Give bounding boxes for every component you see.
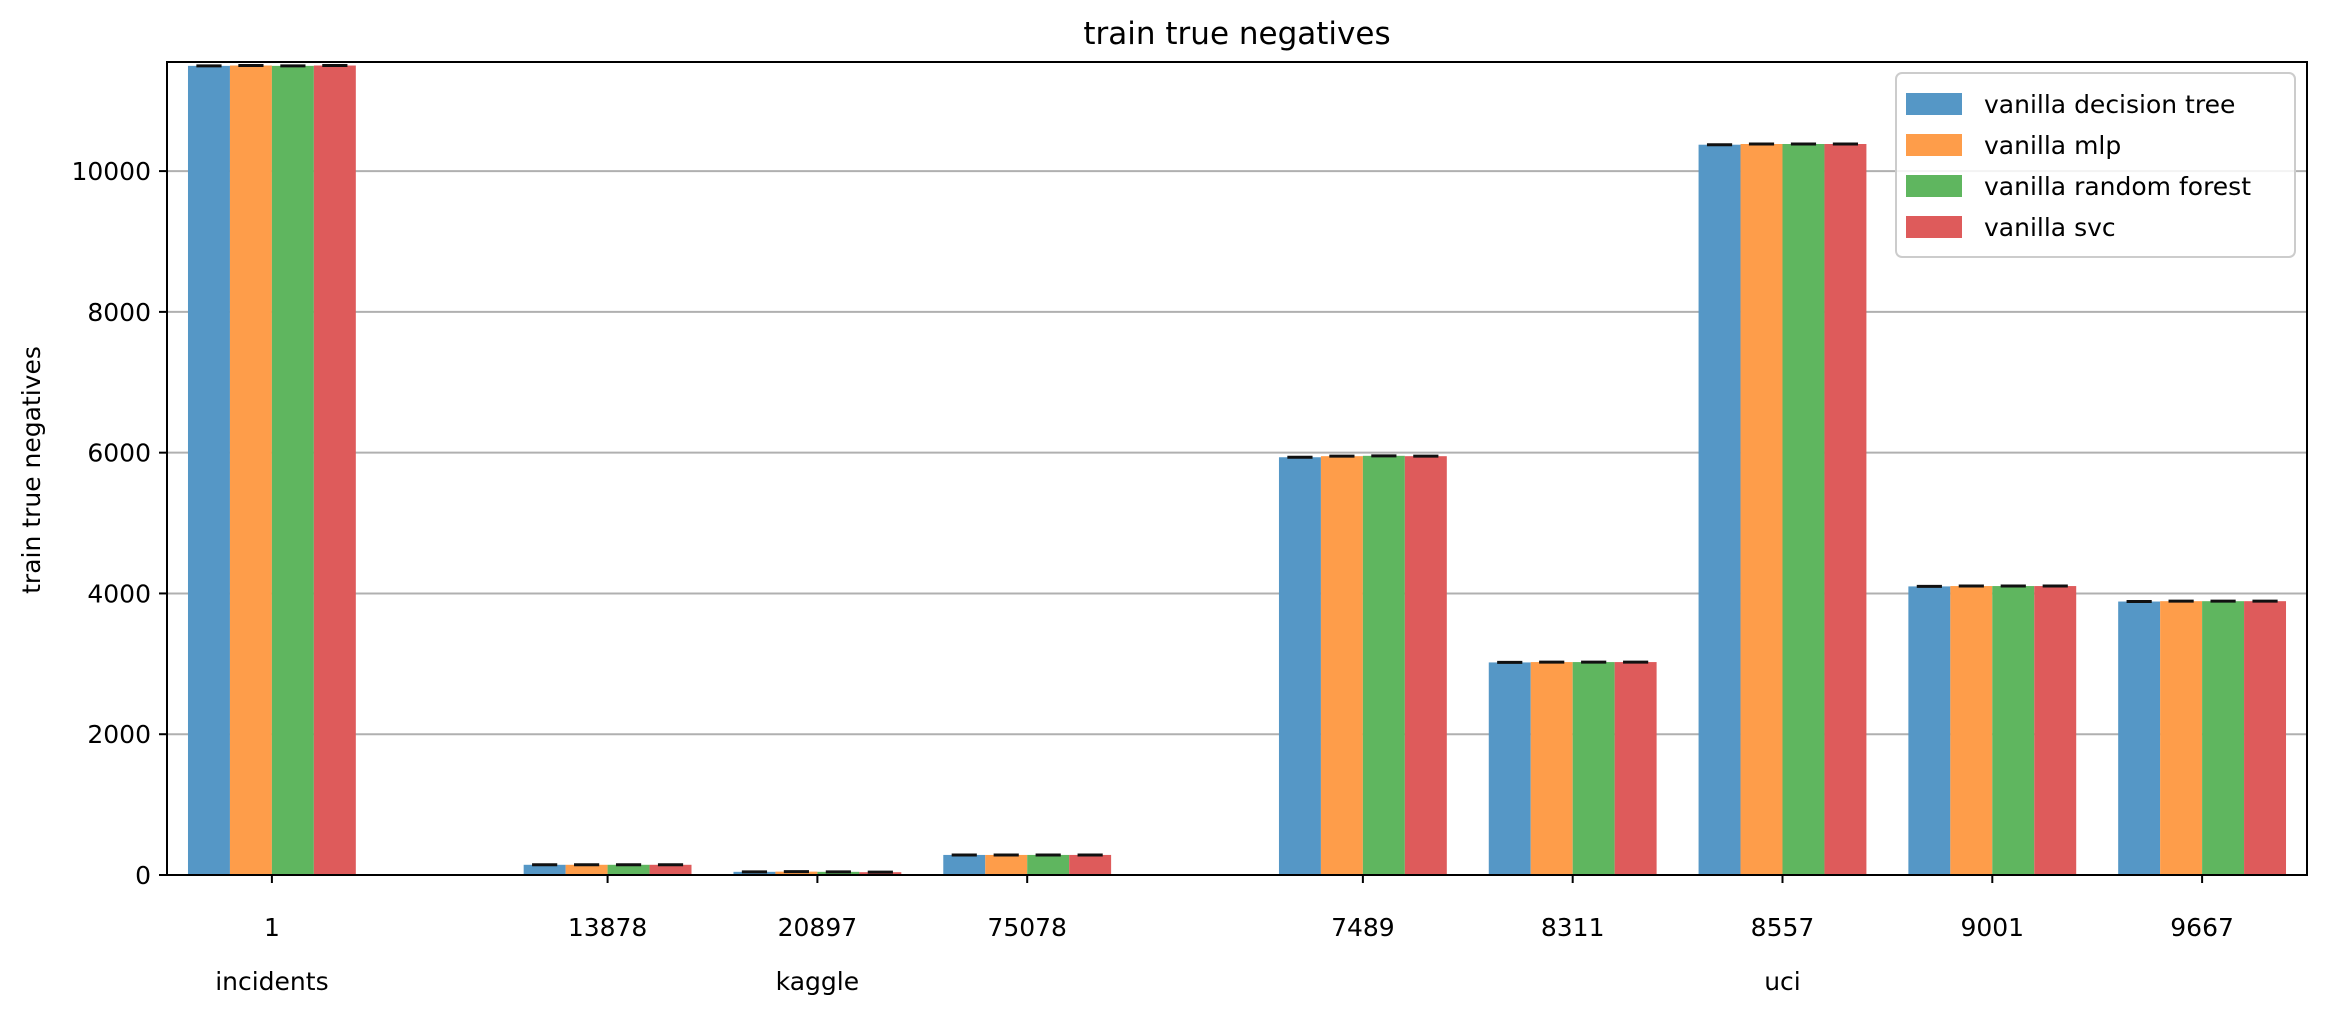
legend-swatch — [1906, 216, 1962, 238]
legend-frame — [1895, 72, 2296, 258]
bar — [271, 65, 314, 875]
bars — [187, 65, 2287, 876]
legend-swatch — [1906, 134, 1962, 156]
legend-swatch — [1906, 93, 1962, 115]
bar — [733, 871, 776, 875]
y-tick-label: 6000 — [87, 439, 151, 468]
x-tick-label: 13878 — [568, 913, 648, 942]
plot-frame — [166, 61, 2308, 876]
bar — [187, 65, 230, 875]
y-axis-label: train true negatives — [17, 346, 46, 594]
y-tick-label: 0 — [135, 861, 151, 890]
x-tick-label: 8557 — [1751, 913, 1815, 942]
x-tick-label: 75078 — [987, 913, 1067, 942]
bar — [229, 65, 272, 876]
bar — [1740, 144, 1783, 875]
bar — [1320, 456, 1363, 875]
x-group-labels: incidents kaggle uci — [215, 967, 1801, 996]
bar — [2160, 601, 2203, 875]
group-label: kaggle — [776, 967, 859, 996]
error-bars — [196, 64, 2278, 874]
bar — [1824, 144, 1867, 875]
y-axis-ticks: 0 2000 4000 6000 8000 10000 — [71, 157, 167, 890]
bar — [313, 65, 356, 876]
x-tick-label: 9001 — [1960, 913, 2024, 942]
bar — [2034, 586, 2077, 875]
bar — [1488, 662, 1531, 875]
legend-label: vanilla decision tree — [1984, 90, 2235, 119]
x-tick-label: 20897 — [778, 913, 858, 942]
bar — [1908, 586, 1951, 875]
bar — [607, 864, 650, 875]
bar — [1530, 662, 1573, 875]
group-label: incidents — [215, 967, 328, 996]
bar — [1278, 457, 1321, 875]
bar — [2244, 601, 2287, 875]
legend-label: vanilla mlp — [1984, 131, 2121, 160]
x-tick-label: 9667 — [2170, 913, 2234, 942]
bar — [565, 864, 608, 875]
bar — [523, 864, 566, 875]
bar — [985, 854, 1028, 875]
bar — [1069, 854, 1112, 875]
bar — [1992, 586, 2035, 875]
bar — [775, 871, 818, 875]
bar — [1027, 854, 1070, 875]
chart-title: train true negatives — [1083, 16, 1390, 52]
bar — [943, 854, 986, 875]
bar — [1404, 456, 1447, 875]
x-tick-label: 7489 — [1331, 913, 1395, 942]
legend-label: vanilla svc — [1984, 213, 2116, 242]
y-tick-label: 4000 — [87, 579, 151, 608]
x-tick-label: 1 — [264, 913, 280, 942]
x-tick-label: 8311 — [1541, 913, 1605, 942]
bar — [649, 864, 692, 875]
y-tick-label: 2000 — [87, 720, 151, 749]
bar — [1698, 144, 1741, 876]
bar — [2202, 601, 2245, 875]
bar — [817, 871, 860, 875]
legend-swatch — [1906, 175, 1962, 197]
y-tick-label: 8000 — [87, 298, 151, 327]
bar — [2118, 601, 2161, 875]
legend-label: vanilla random forest — [1984, 172, 2251, 201]
y-tick-label: 10000 — [71, 157, 151, 186]
bar — [1614, 662, 1657, 875]
bar — [1782, 144, 1825, 875]
bar — [1362, 455, 1405, 875]
bar — [1572, 662, 1615, 875]
legend: vanilla decision tree vanilla mlp vanilla … — [1895, 72, 2296, 258]
x-axis-ticks: 1 13878 20897 75078 7489 8311 8557 9001 9667 — [264, 875, 2234, 942]
bar — [1950, 586, 1993, 875]
group-label: uci — [1764, 967, 1801, 996]
